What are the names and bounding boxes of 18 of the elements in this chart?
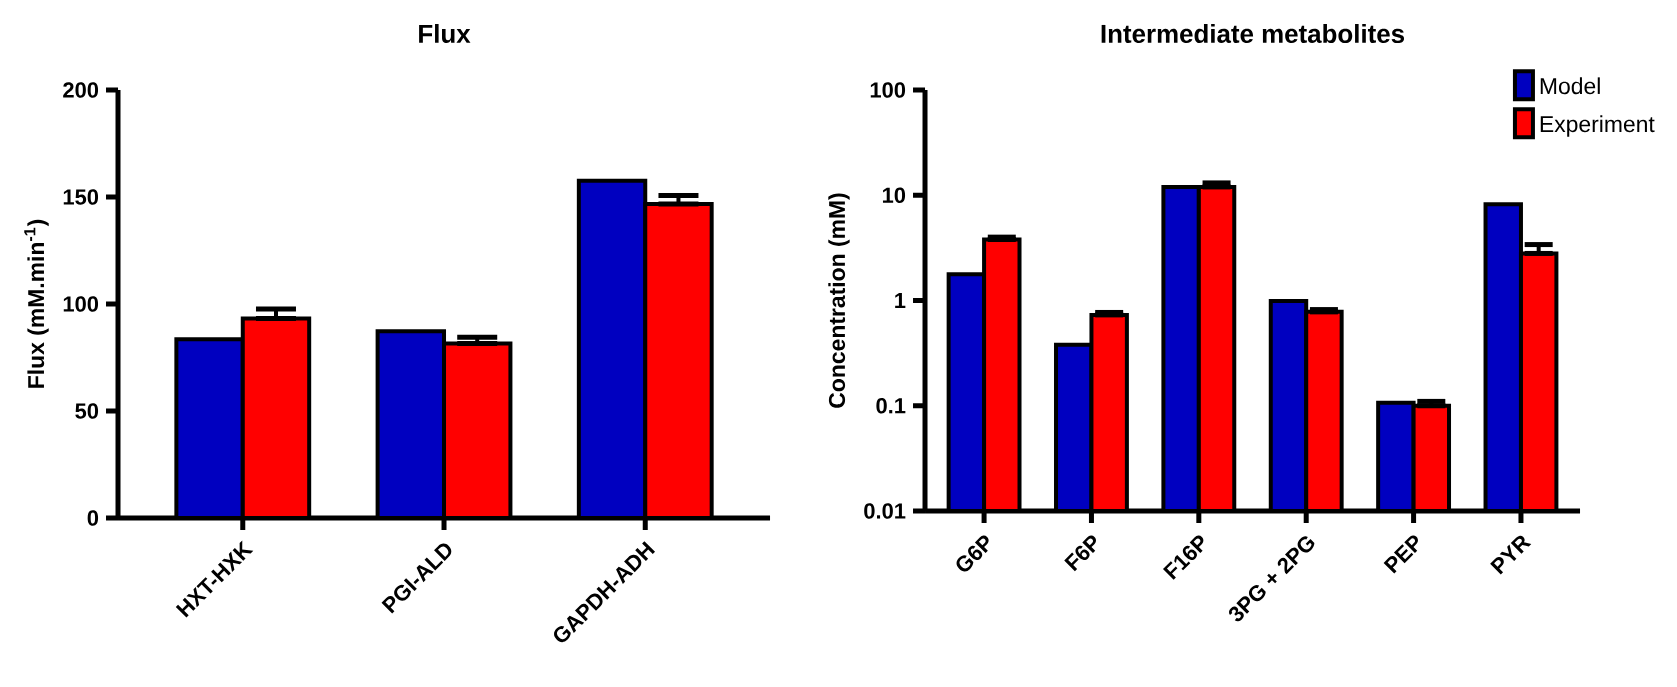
y-tick-label: 100 bbox=[870, 82, 906, 98]
y-tick-label: 10 bbox=[882, 187, 906, 204]
y-tick-label: 0 bbox=[87, 510, 99, 526]
y-tick-label: 150 bbox=[63, 189, 99, 205]
y-tick-label: 1 bbox=[895, 292, 906, 309]
x-tick-label: G6P bbox=[956, 535, 989, 572]
x-tick-label: F6P bbox=[1064, 535, 1096, 572]
y-tick-label: 50 bbox=[75, 403, 99, 419]
y-axis-title: Flux (mM.min$^{-1}$) bbox=[24, 219, 49, 388]
y-tick-label: 200 bbox=[63, 82, 99, 98]
legend-label: Model bbox=[1540, 77, 1600, 95]
legend-label: Experiment bbox=[1540, 115, 1655, 137]
y-axis-title: Concentration (mM) bbox=[828, 193, 850, 408]
chart-title: Intermediate metabolites bbox=[1101, 23, 1405, 44]
chart-title: Flux bbox=[419, 23, 471, 43]
y-tick-label: 0.1 bbox=[876, 398, 906, 414]
y-tick-label: 100 bbox=[63, 296, 99, 312]
y-tick-label: 0.01 bbox=[864, 503, 906, 519]
